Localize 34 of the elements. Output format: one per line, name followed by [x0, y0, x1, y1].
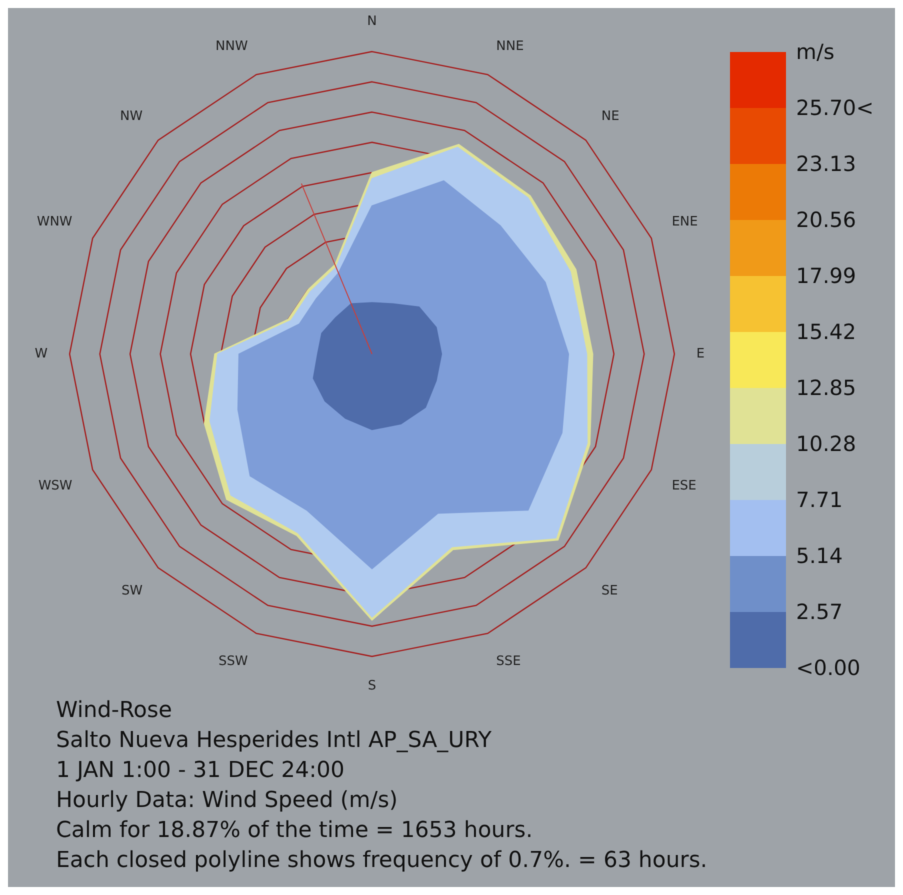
spoke-label: ENE: [672, 214, 698, 230]
text: Each closed polyline shows frequency of 0.7%. = 63 hours.: [56, 847, 708, 875]
text: 17.99: [796, 264, 856, 288]
text: 15.42: [796, 320, 856, 344]
spoke-label: SSE: [496, 654, 521, 669]
text: 12.85: [796, 376, 856, 400]
spoke-label: NNW: [216, 38, 248, 54]
spoke-label: W: [34, 346, 48, 362]
text: 20.56: [796, 208, 856, 232]
text: Calm for 18.87% of the time = 1653 hours.: [56, 817, 534, 845]
text: 25.70<: [796, 96, 874, 120]
spoke-label: ESE: [672, 478, 696, 494]
spoke-label: NW: [120, 109, 143, 124]
legend-title: m/s: [796, 40, 834, 64]
spoke-label: E: [696, 346, 705, 362]
spoke-label: SW: [122, 584, 143, 599]
spoke-label: NE: [601, 109, 620, 124]
text: <0.00: [796, 656, 860, 680]
spoke-label: N: [367, 14, 377, 30]
spoke-label: SSW: [218, 654, 248, 669]
text: 5.14: [796, 544, 843, 568]
text: 23.13: [796, 152, 856, 176]
spoke-label: WSW: [38, 478, 72, 494]
text: Salto Nueva Hesperides Intl AP_SA_URY: [56, 727, 493, 755]
text: 10.28: [796, 432, 856, 456]
spoke-label: SE: [601, 584, 618, 599]
text: 2.57: [796, 600, 843, 624]
text: Wind-Rose: [56, 697, 173, 725]
spoke-label: NNE: [496, 38, 524, 54]
spoke-label: WNW: [36, 214, 72, 230]
text: 1 JAN 1:00 - 31 DEC 24:00: [56, 757, 346, 785]
text: Hourly Data: Wind Speed (m/s): [56, 787, 399, 815]
spoke-label: S: [368, 678, 376, 694]
text: 7.71: [796, 488, 843, 512]
